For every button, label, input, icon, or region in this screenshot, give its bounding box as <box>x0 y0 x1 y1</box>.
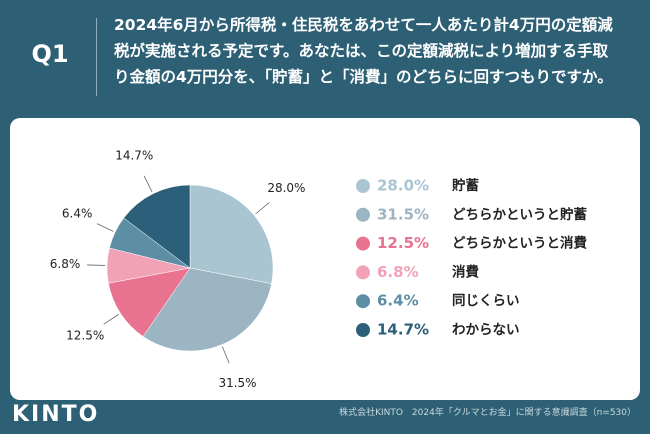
brand-logo: KINTO <box>12 402 100 427</box>
legend-swatch <box>356 265 370 280</box>
slice-label: 31.5% <box>218 376 256 390</box>
legend-value: 6.4% <box>377 292 419 310</box>
slice-label: 12.5% <box>66 329 104 343</box>
question-title: 2024年6月から所得税・住民税をあわせて一人あたり計4万円の定額減税が実施され… <box>114 16 613 86</box>
legend-label: 同じくらい <box>452 293 520 309</box>
legend-label: 消費 <box>452 263 479 280</box>
legend-label: どちらかというと消費 <box>452 235 587 252</box>
pie-slice <box>108 267 191 337</box>
legend-label: わからない <box>452 322 520 338</box>
legend-swatch <box>356 294 370 309</box>
legend-label: どちらかというと貯蓄 <box>452 206 587 223</box>
leader-line <box>255 202 270 215</box>
legend-value: 14.7% <box>377 321 429 339</box>
slice-label: 14.7% <box>115 149 153 163</box>
pie-slice <box>123 184 191 269</box>
legend-value: 6.8% <box>377 263 419 281</box>
slice-label: 6.8% <box>50 257 81 271</box>
divider <box>96 18 97 96</box>
slice-label: 28.0% <box>267 181 305 195</box>
legend-swatch <box>356 179 370 193</box>
question-label: Q1 <box>31 40 69 68</box>
legend-swatch <box>356 236 370 251</box>
leader-line <box>96 223 114 232</box>
legend-swatch <box>356 323 370 337</box>
legend-value: 31.5% <box>377 205 429 223</box>
leader-line <box>143 175 153 193</box>
pie-slice <box>189 184 274 284</box>
slice-label: 6.4% <box>62 207 93 221</box>
leader-line <box>87 264 106 266</box>
legend-value: 28.0% <box>377 177 429 195</box>
source-note: 株式会社KINTO 2024年「クルマとお金」に関する意識調査（n=530） <box>339 408 636 418</box>
legend-label: 貯蓄 <box>452 177 479 194</box>
leader-line <box>103 314 119 325</box>
legend-swatch <box>356 207 370 222</box>
legend-value: 12.5% <box>377 234 429 252</box>
pie-slice <box>142 267 272 352</box>
leader-line <box>221 346 230 364</box>
